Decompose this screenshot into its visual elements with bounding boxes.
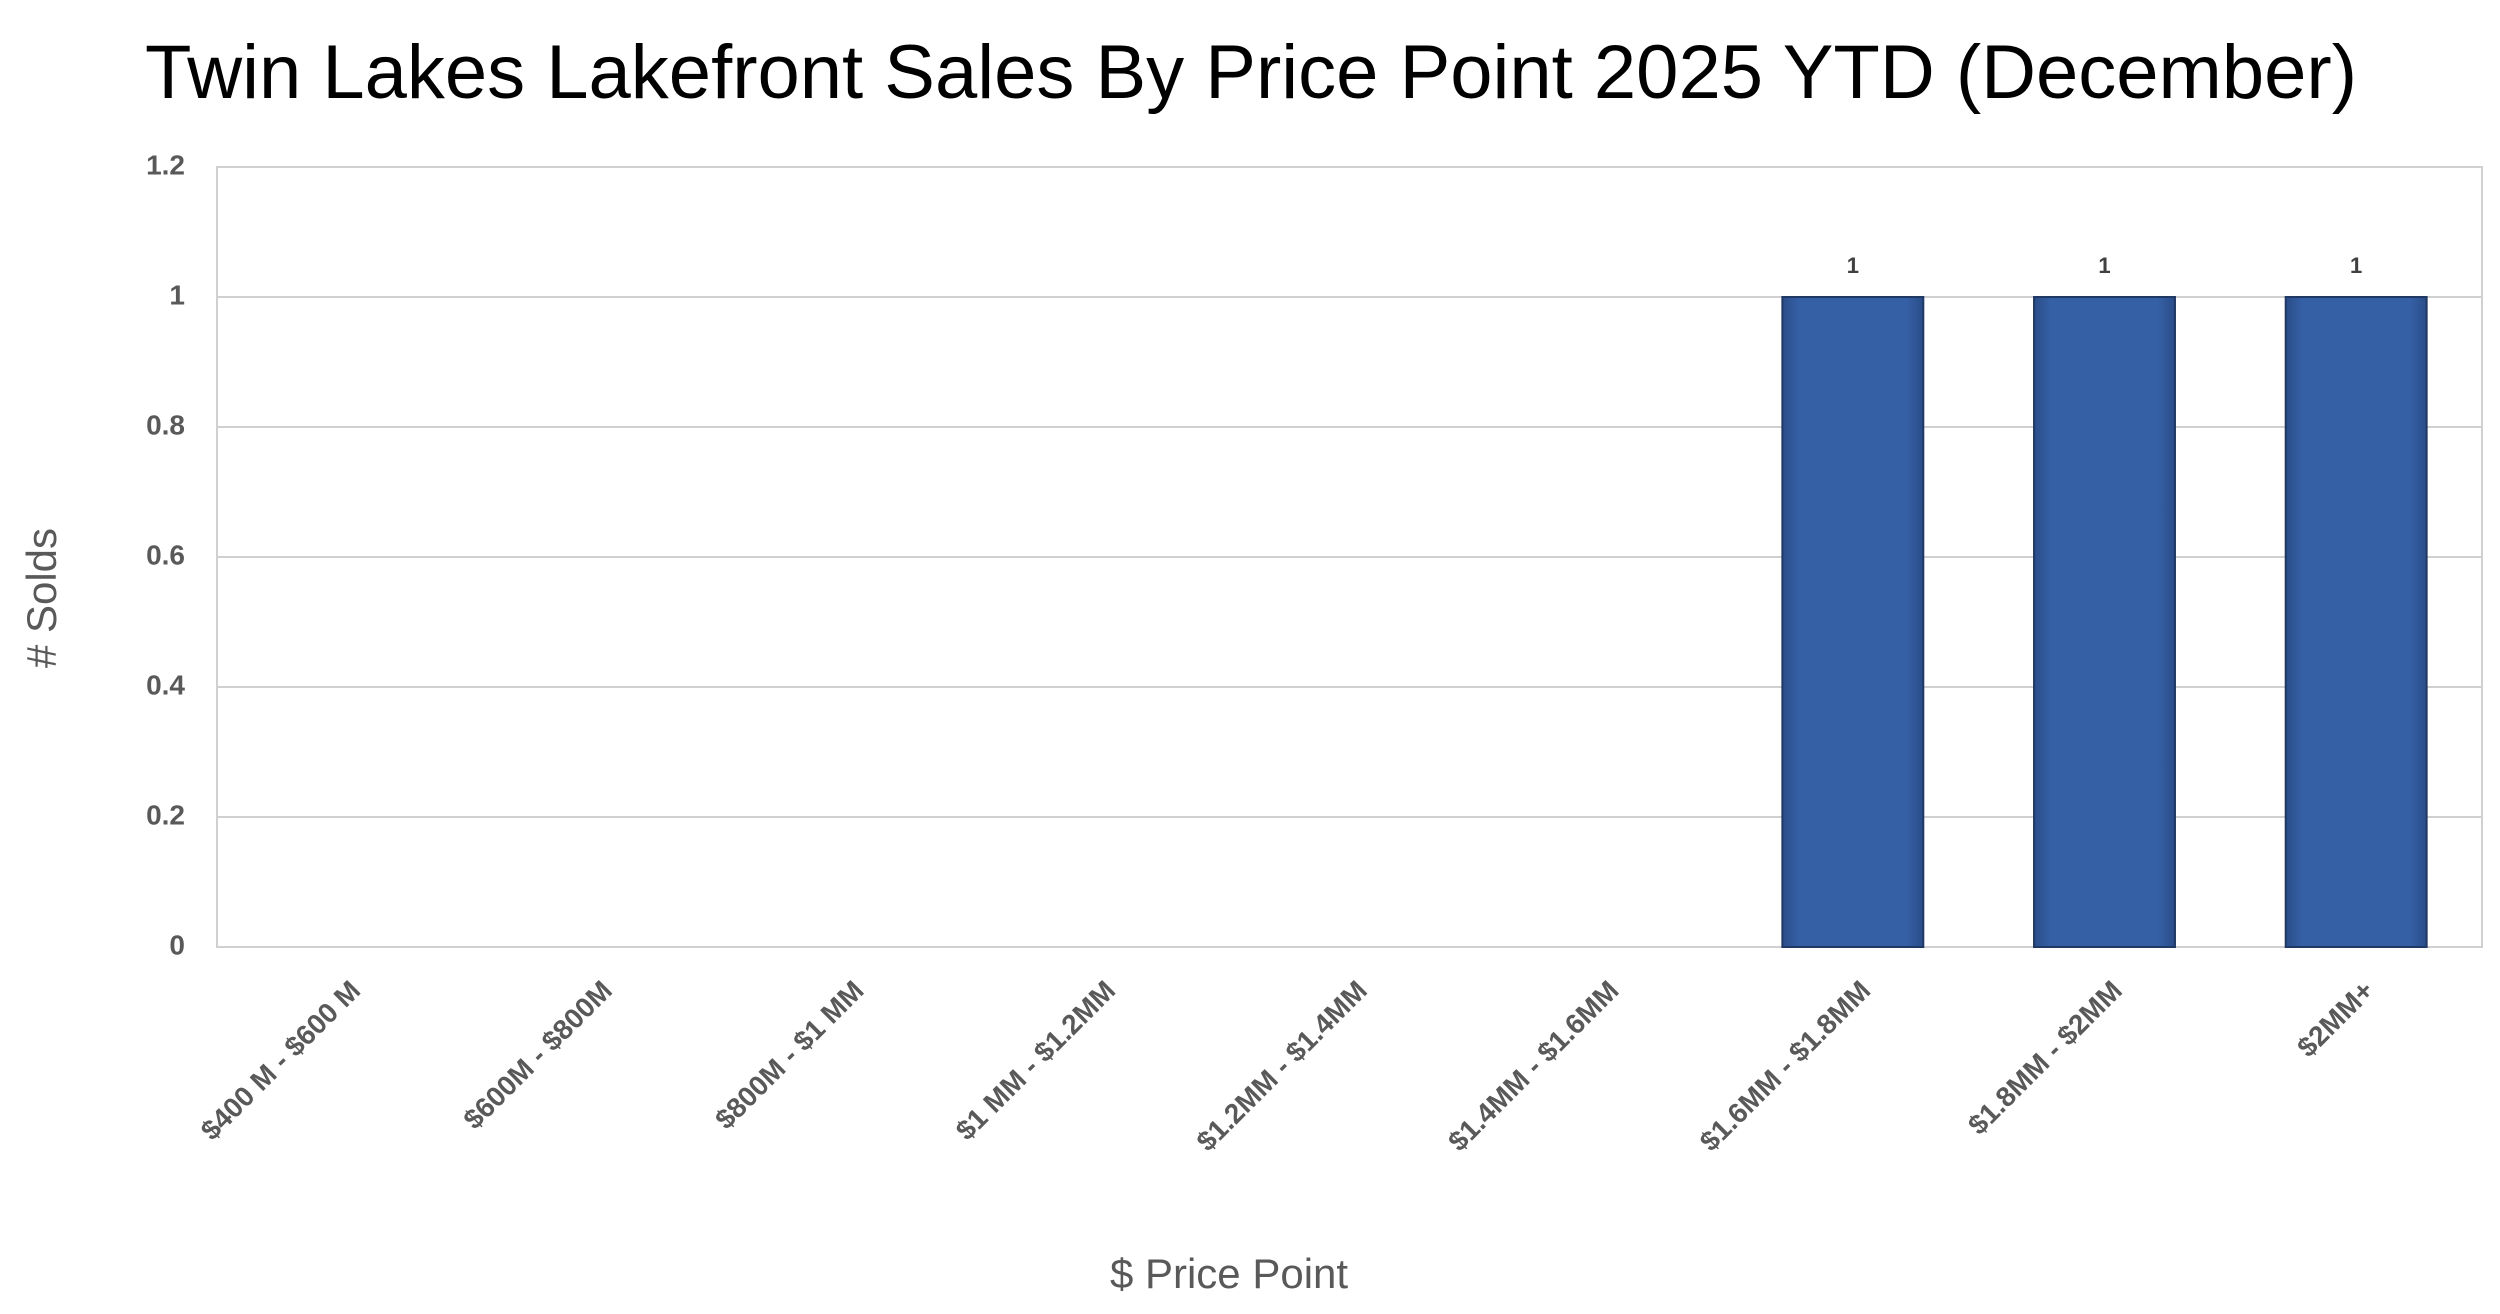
y-tick-label: 0.6 <box>146 539 185 570</box>
x-tick-label: $1 MM - $1.2MM <box>950 975 1122 1147</box>
y-axis-label: # Solds <box>18 528 65 668</box>
x-tick-label: $600M - $800M <box>457 975 618 1136</box>
x-tick-label: $800M - $1 MM <box>709 975 870 1136</box>
x-tick-label: $1.4MM - $1.6MM <box>1442 975 1625 1158</box>
y-tick-label: 1.2 <box>146 149 185 180</box>
x-tick-label: $1.6MM - $1.8MM <box>1694 975 1877 1158</box>
x-tick-label: $400 M - $600 M <box>195 975 367 1147</box>
chart-title: Twin Lakes Lakefront Sales By Price Poin… <box>145 30 2357 115</box>
x-tick-label: $1.8MM - $2MM <box>1962 975 2128 1141</box>
x-axis-label: $ Price Point <box>1110 1250 1348 1297</box>
y-tick-label: 0.2 <box>146 799 185 830</box>
data-label: 1 <box>2350 253 2362 278</box>
y-tick-label: 0.8 <box>146 409 185 440</box>
bar <box>1781 296 1925 948</box>
y-tick-label: 0.4 <box>146 669 185 700</box>
bar <box>2284 296 2428 948</box>
y-tick-label: 1 <box>169 279 185 310</box>
data-label: 1 <box>1847 253 1859 278</box>
x-tick-label: $1.2MM - $1.4MM <box>1190 975 1373 1158</box>
x-tick-label: $2MM+ <box>2291 975 2379 1063</box>
bar <box>2033 296 2176 948</box>
data-label: 1 <box>2098 253 2110 278</box>
y-tick-label: 0 <box>169 929 185 960</box>
